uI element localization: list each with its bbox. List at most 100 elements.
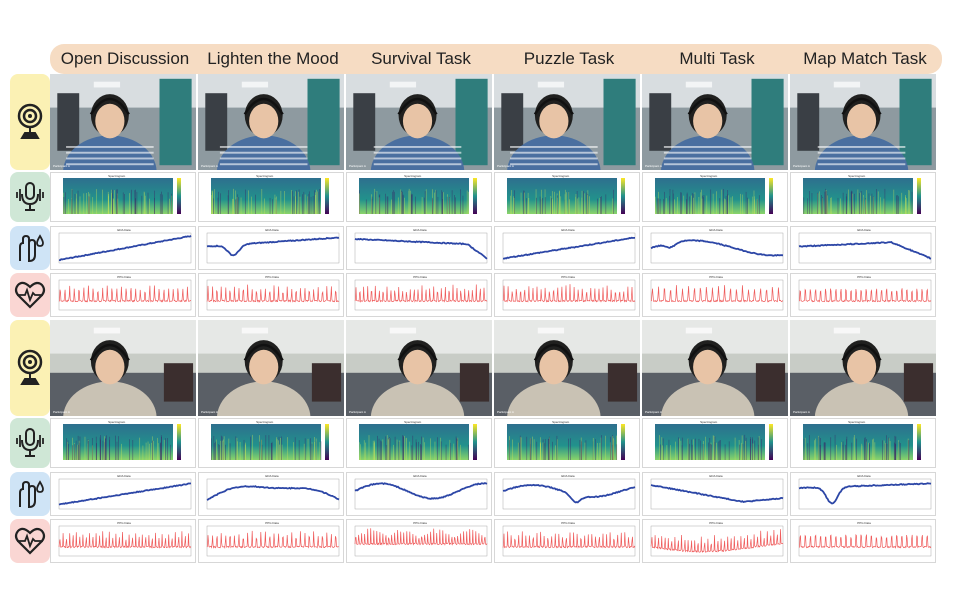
task-label-4: Multi Task: [679, 49, 755, 68]
eda-title: EDA Data: [709, 474, 723, 478]
eda-panel: EDA Data: [790, 472, 936, 516]
eda-panel: EDA Data: [494, 472, 640, 516]
participant-label: Participant A: [645, 410, 662, 414]
spectrogram-panel: Spectrogram: [494, 172, 640, 222]
ppg-panel: PPG Data: [642, 273, 788, 317]
ppg-series-line: [354, 284, 488, 303]
eda-title: EDA Data: [265, 228, 279, 232]
webcam-frame: Participant A: [790, 320, 936, 416]
row-icon-ppg-0: [10, 273, 50, 317]
spectrogram-panel: Spectrogram: [198, 172, 344, 222]
participant-label: Participant A: [645, 164, 662, 168]
spectrogram-panel: Spectrogram: [790, 172, 936, 222]
ppg-title: PPG Data: [265, 275, 279, 279]
ppg-title: PPG Data: [709, 521, 723, 525]
spectrogram-title: Spectrogram: [108, 174, 126, 178]
ppg-series-line: [58, 531, 192, 549]
webcam-frame: Participant A: [50, 74, 196, 170]
ppg-series-line: [502, 284, 636, 303]
ppg-series-line: [650, 529, 784, 554]
task-header-band: [50, 44, 942, 74]
eda-series-line: [502, 483, 636, 504]
ppg-series-line: [206, 284, 340, 303]
eda-series-line: [798, 482, 932, 505]
eda-title: EDA Data: [561, 228, 575, 232]
webcam-frame: Participant A: [198, 74, 344, 170]
ppg-panel: PPG Data: [346, 519, 492, 563]
eda-series-line: [354, 482, 488, 500]
spectrogram-title: Spectrogram: [552, 420, 570, 424]
ppg-panel: PPG Data: [494, 519, 640, 563]
spectrogram-title: Spectrogram: [848, 174, 866, 178]
spectrogram-title: Spectrogram: [404, 420, 422, 424]
eda-series-line: [58, 482, 192, 506]
hand-sweat-icon: [19, 234, 44, 263]
eda-series-line: [798, 241, 932, 260]
ppg-panel: PPG Data: [50, 273, 196, 317]
ppg-title: PPG Data: [709, 275, 723, 279]
heart-pulse-icon: [14, 527, 46, 555]
webcam-frame: Participant A: [642, 74, 788, 170]
ppg-title: PPG Data: [117, 275, 131, 279]
ppg-series-line: [798, 533, 932, 549]
ppg-title: PPG Data: [413, 275, 427, 279]
spectrogram-panel: Spectrogram: [50, 172, 196, 222]
eda-panel: EDA Data: [50, 226, 196, 270]
ppg-series-line: [502, 531, 636, 549]
ppg-series-line: [798, 288, 932, 303]
ppg-panel: PPG Data: [346, 273, 492, 317]
ppg-panel: PPG Data: [50, 519, 196, 563]
eda-series-line: [502, 236, 635, 260]
spectrogram-panel: Spectrogram: [50, 418, 196, 468]
webcam-frame: Participant A: [346, 320, 492, 416]
spectrogram-panel: Spectrogram: [346, 172, 492, 222]
ppg-series-line: [58, 285, 191, 303]
ppg-series-line: [206, 530, 340, 550]
webcam-frame: Participant A: [346, 74, 492, 170]
participant-label: Participant A: [793, 164, 810, 168]
webcam-frame: Participant A: [790, 74, 936, 170]
eda-panel: EDA Data: [346, 472, 492, 516]
webcam-frame: Participant A: [494, 74, 640, 170]
eda-title: EDA Data: [709, 228, 723, 232]
spectrogram-title: Spectrogram: [108, 420, 126, 424]
eda-series-line: [650, 239, 784, 257]
webcam-frame: Participant A: [494, 320, 640, 416]
spectrogram-panel: Spectrogram: [198, 418, 344, 468]
spectrogram-panel: Spectrogram: [494, 418, 640, 468]
ppg-panel: PPG Data: [790, 273, 936, 317]
task-label-5: Map Match Task: [803, 49, 927, 68]
ppg-title: PPG Data: [117, 521, 131, 525]
eda-panel: EDA Data: [50, 472, 196, 516]
row-icon-eda-0: [10, 226, 50, 270]
participant-label: Participant A: [349, 410, 366, 414]
microphone-icon: [16, 428, 44, 457]
ppg-title: PPG Data: [265, 521, 279, 525]
ppg-title: PPG Data: [561, 275, 575, 279]
row-icon-webcam-1: [10, 320, 50, 416]
spectrogram-panel: Spectrogram: [642, 172, 788, 222]
eda-title: EDA Data: [857, 228, 871, 232]
microphone-icon: [16, 182, 44, 211]
spectrogram-title: Spectrogram: [700, 174, 718, 178]
eda-title: EDA Data: [857, 474, 871, 478]
participant-label: Participant A: [349, 164, 366, 168]
task-label-2: Survival Task: [371, 49, 471, 68]
participant-label: Participant A: [497, 410, 514, 414]
eda-panel: EDA Data: [642, 226, 788, 270]
webcam-icon: [17, 103, 43, 139]
spectrogram-title: Spectrogram: [700, 420, 718, 424]
webcam-icon: [17, 349, 43, 385]
ppg-panel: PPG Data: [198, 519, 344, 563]
participant-label: Participant A: [497, 164, 514, 168]
hand-sweat-icon: [19, 480, 44, 509]
ppg-series-line: [354, 528, 488, 546]
participant-label: Participant A: [793, 410, 810, 414]
task-label-3: Puzzle Task: [523, 49, 615, 68]
eda-series-line: [206, 236, 340, 257]
ppg-series-line: [650, 285, 784, 303]
row-icon-eda-1: [10, 472, 50, 516]
ppg-title: PPG Data: [857, 521, 871, 525]
ppg-panel: PPG Data: [198, 273, 344, 317]
spectrogram-title: Spectrogram: [404, 174, 422, 178]
